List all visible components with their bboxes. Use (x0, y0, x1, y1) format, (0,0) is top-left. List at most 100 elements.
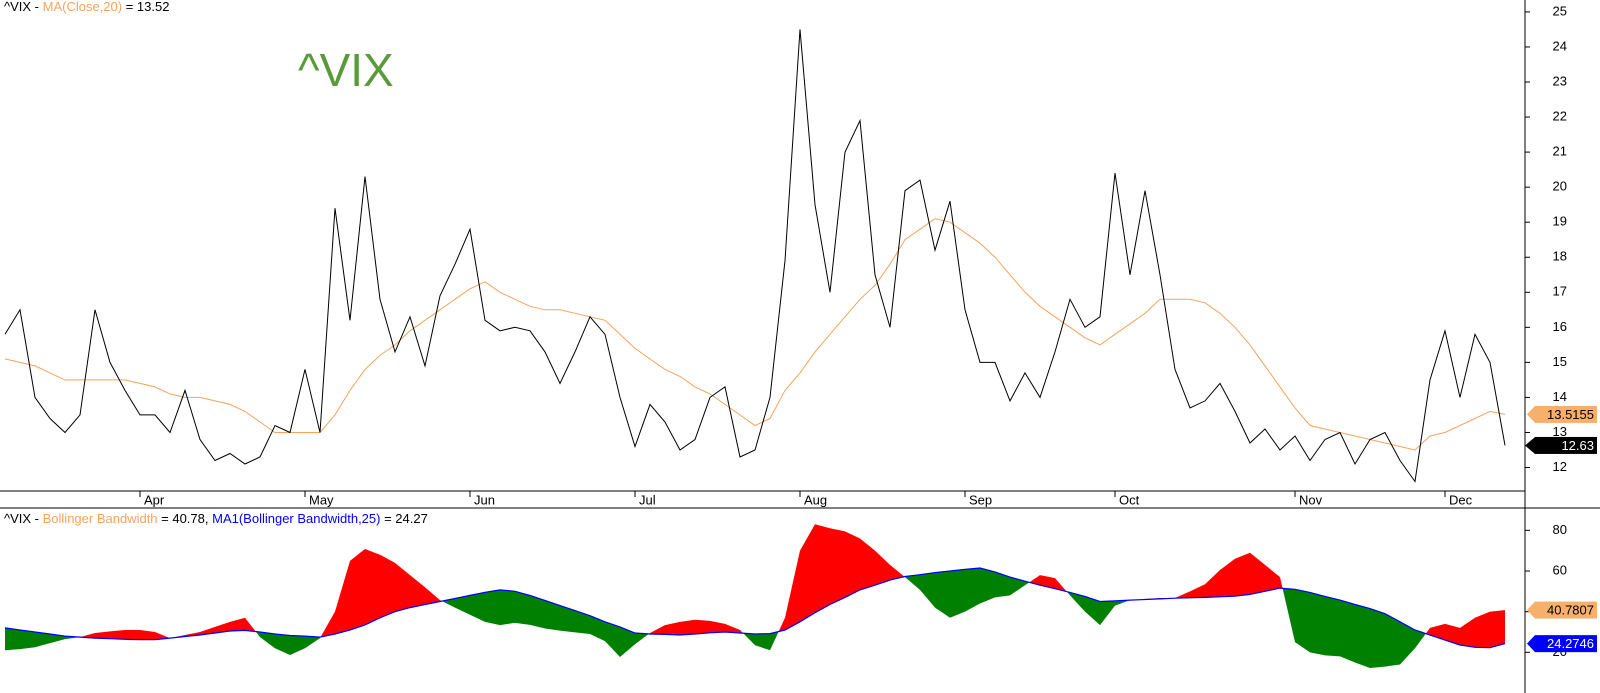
difference-fill (255, 631, 260, 638)
price-line (4, 29, 1506, 483)
difference-fill (800, 524, 815, 622)
difference-fill (920, 572, 935, 608)
difference-fill (20, 629, 35, 650)
difference-fill (1425, 627, 1430, 636)
difference-fill (1175, 591, 1190, 599)
last-value-box (1535, 405, 1597, 423)
last-value-box (1535, 601, 1597, 619)
difference-fill (1385, 613, 1400, 667)
y-tick-label: 12 (1553, 459, 1567, 474)
difference-fill (290, 635, 305, 655)
difference-fill (875, 550, 890, 586)
difference-fill (1475, 611, 1490, 648)
y-tick-label: 23 (1553, 73, 1567, 88)
difference-fill (1055, 578, 1067, 592)
difference-fill (1040, 575, 1055, 589)
y-tick-label: 60 (1553, 562, 1567, 577)
difference-fill (155, 632, 170, 640)
last-value-label: 13.5155 (1547, 407, 1594, 422)
difference-fill (1100, 600, 1115, 626)
y-tick-label: 15 (1553, 354, 1567, 369)
difference-fill (1282, 588, 1295, 643)
difference-fill (410, 575, 425, 608)
difference-fill (350, 549, 365, 630)
difference-fill (1280, 577, 1283, 589)
y-tick-label: 25 (1553, 3, 1567, 18)
difference-fill (725, 623, 740, 634)
difference-fill (395, 562, 410, 612)
difference-fill (635, 633, 649, 645)
difference-fill (260, 632, 275, 649)
difference-fill (995, 572, 1010, 598)
y-tick-label: 80 (1553, 522, 1567, 537)
header-part: - (31, 0, 43, 14)
difference-fill (515, 591, 530, 625)
difference-fill (1370, 608, 1385, 668)
difference-fill (275, 634, 290, 655)
x-tick-label: Apr (144, 492, 165, 507)
difference-fill (1265, 564, 1280, 592)
difference-fill (1250, 552, 1265, 595)
difference-fill (665, 621, 680, 636)
header-part: = 40.78, (158, 511, 213, 526)
y-tick-label: 16 (1553, 319, 1567, 334)
difference-fill (245, 617, 256, 632)
difference-fill (110, 629, 125, 640)
difference-fill (1355, 604, 1370, 668)
difference-fill (890, 564, 905, 581)
y-tick-label: 18 (1553, 249, 1567, 264)
difference-fill (1115, 600, 1130, 606)
y-tick-label: 17 (1553, 284, 1567, 299)
watermark: ^VIX (298, 44, 394, 96)
y-tick-label: 22 (1553, 108, 1567, 123)
difference-fill (305, 636, 320, 649)
difference-fill (530, 595, 545, 629)
last-value-arrow (1527, 405, 1535, 423)
difference-fill (1010, 577, 1025, 596)
x-tick-label: Sep (969, 492, 992, 507)
difference-fill (743, 633, 755, 646)
pane-header: ^VIX - MA(Close,20) = 13.52 (4, 0, 169, 14)
difference-fill (380, 554, 395, 618)
difference-fill (1190, 584, 1205, 598)
x-tick-label: Jul (639, 492, 656, 507)
difference-fill (950, 569, 965, 618)
difference-fill (785, 550, 800, 630)
last-value-label: 40.7807 (1547, 603, 1594, 618)
difference-fill (590, 615, 605, 642)
header-part: - (31, 511, 43, 526)
last-value-label: 12.63 (1561, 438, 1594, 453)
difference-fill (620, 626, 635, 658)
header-part: Bollinger Bandwidth (43, 511, 158, 526)
x-tick-label: Dec (1449, 492, 1473, 507)
difference-fill (1220, 558, 1235, 597)
y-tick-label: 24 (1553, 38, 1567, 53)
difference-fill (845, 531, 860, 598)
difference-fill (965, 567, 980, 612)
x-tick-label: May (309, 492, 334, 507)
difference-fill (905, 574, 920, 590)
difference-fill (1295, 589, 1310, 653)
header-part: MA1(Bollinger Bandwidth,25) (212, 511, 380, 526)
last-value-box (1535, 635, 1597, 653)
difference-fill (545, 600, 560, 631)
difference-fill (95, 631, 110, 639)
last-value-box (1535, 436, 1597, 454)
difference-fill (35, 632, 50, 648)
pane-header: ^VIX - Bollinger Bandwidth = 40.78, MA1(… (4, 511, 428, 526)
difference-fill (740, 629, 744, 634)
difference-fill (1310, 592, 1325, 656)
difference-fill (770, 631, 779, 651)
difference-fill (1460, 617, 1475, 648)
difference-fill (485, 589, 500, 626)
difference-fill (230, 617, 245, 631)
y-tick-label: 20 (1553, 179, 1567, 194)
header-part: ^VIX (4, 511, 31, 526)
difference-fill (1490, 610, 1505, 648)
difference-fill (170, 635, 185, 639)
difference-fill (1085, 596, 1100, 626)
difference-fill (470, 592, 485, 622)
difference-fill (140, 629, 155, 640)
